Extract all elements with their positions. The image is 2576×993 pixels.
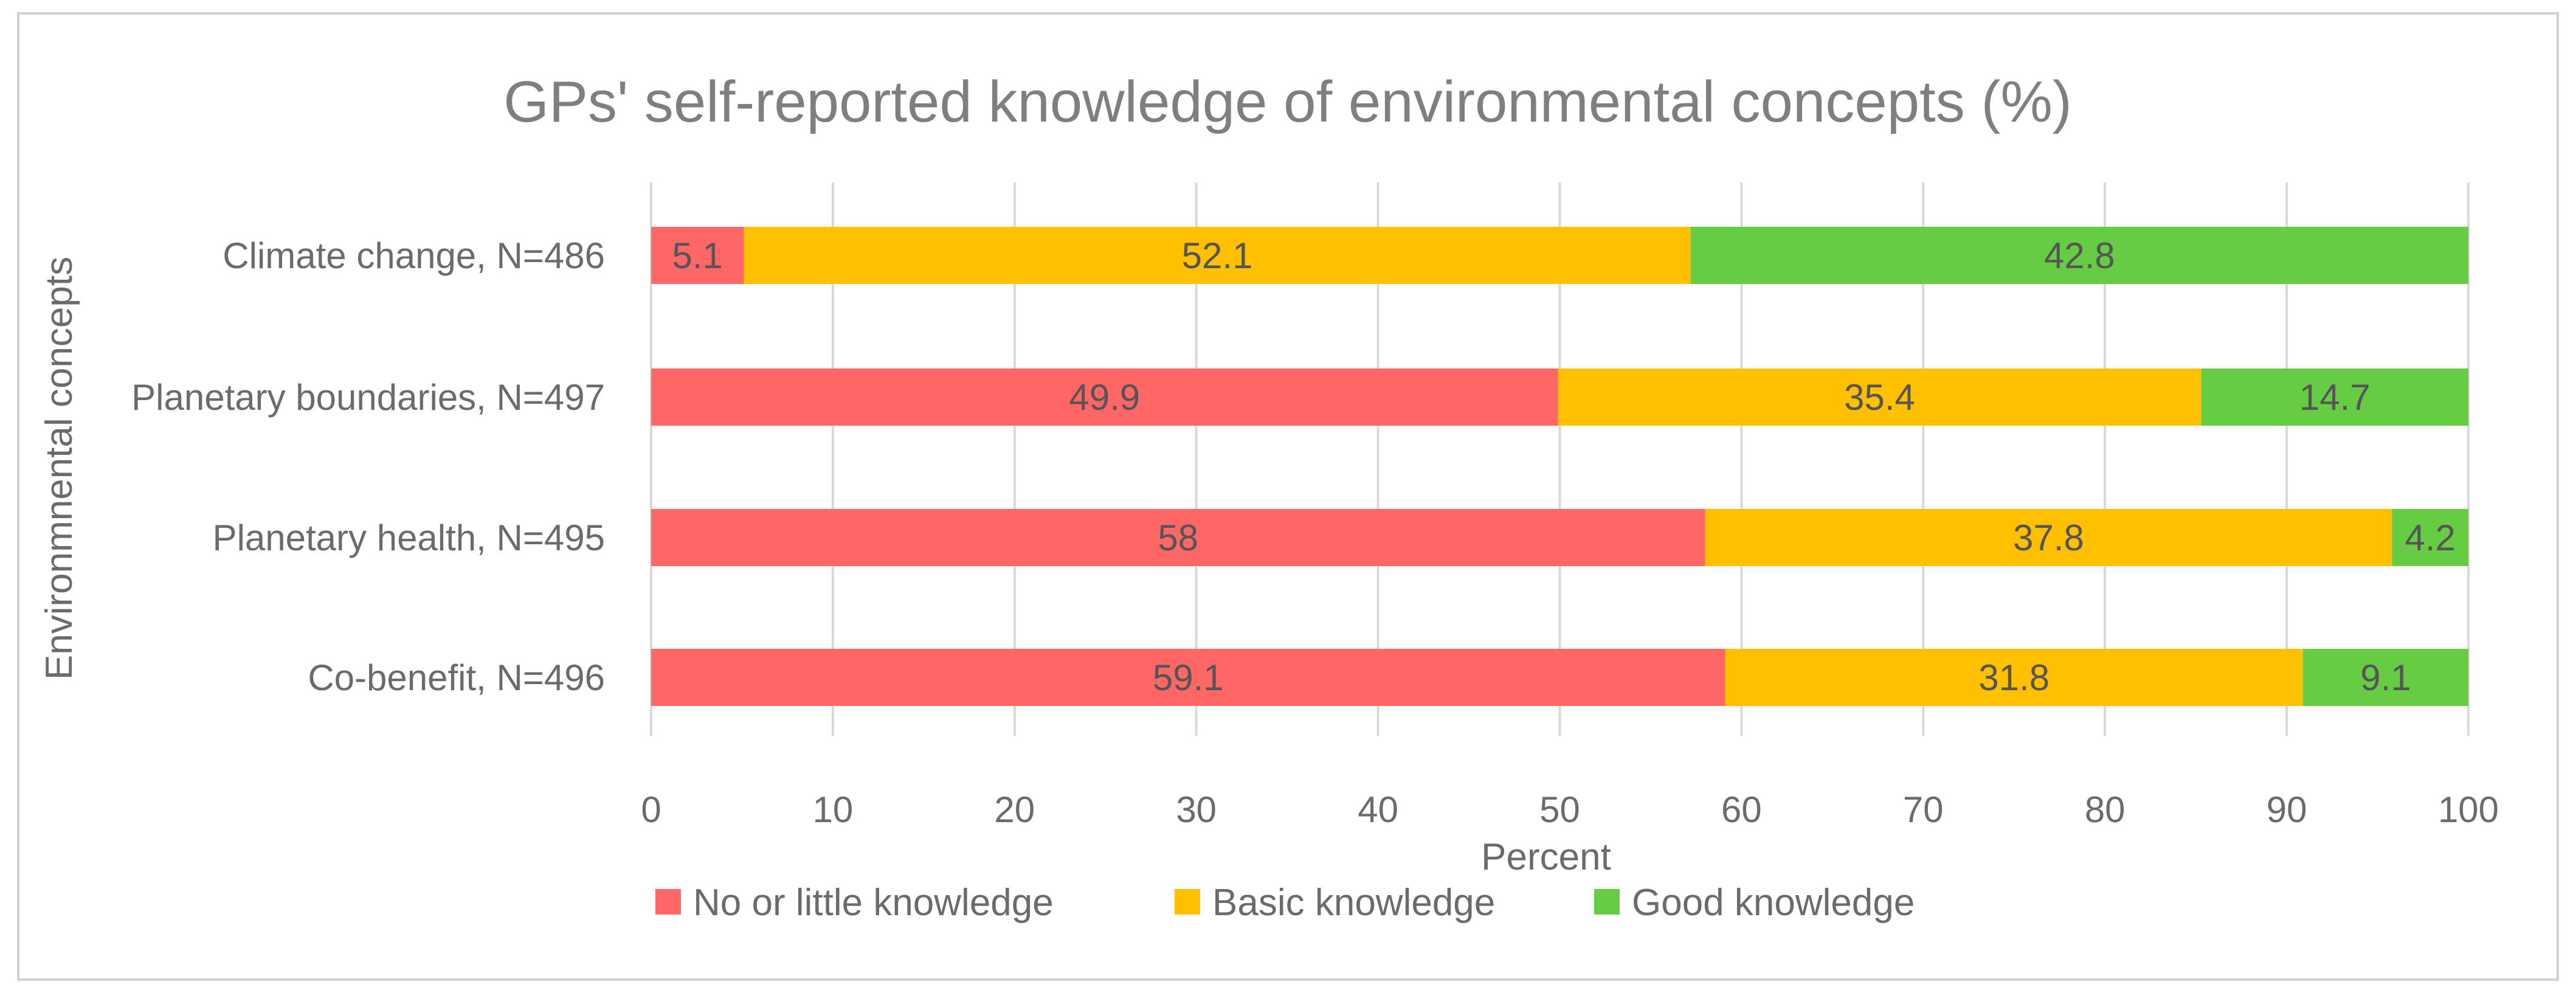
bar-2-1 <box>1705 509 2392 566</box>
data-label-1-1: 35.4 <box>1844 377 1915 418</box>
bar-3-0 <box>651 649 1725 706</box>
bar-2-2 <box>2392 509 2468 566</box>
x-tick-label-8: 80 <box>2085 789 2125 830</box>
data-label-2-2: 4.2 <box>2405 517 2456 558</box>
x-tick-label-2: 20 <box>994 789 1035 830</box>
legend-swatch-1 <box>1175 889 1200 915</box>
x-tick-label-6: 60 <box>1721 789 1762 830</box>
x-tick-label-1: 10 <box>813 789 854 830</box>
bar-3-1 <box>1725 649 2304 706</box>
bar-0-0 <box>651 227 744 284</box>
x-tick-labels: 0 10 20 30 40 50 60 70 80 90 100 <box>641 789 2499 830</box>
legend-label-0: No or little knowledge <box>693 882 1054 924</box>
x-tick-label-0: 0 <box>641 789 661 830</box>
data-labels: 5.1 52.1 42.8 49.9 35.4 14.7 58 37.8 4.2 59.1 31.8… <box>672 235 2456 698</box>
data-label-0-0: 5.1 <box>672 235 723 276</box>
data-label-2-1: 37.8 <box>2013 517 2084 558</box>
legend-swatch-0 <box>655 889 681 915</box>
category-label-2: Planetary health, N=495 <box>213 517 605 558</box>
legend-label-2: Good knowledge <box>1632 882 1915 924</box>
bar-1-2 <box>2201 368 2468 426</box>
bar-1-1 <box>1558 368 2201 426</box>
data-label-0-1: 52.1 <box>1182 235 1253 276</box>
legend-label-1: Basic knowledge <box>1212 882 1495 924</box>
legend-swatch-2 <box>1594 889 1620 915</box>
x-tick-label-4: 40 <box>1358 789 1398 830</box>
x-tick-label-3: 30 <box>1176 789 1217 830</box>
data-label-0-2: 42.8 <box>2044 235 2115 276</box>
data-label-3-0: 59.1 <box>1153 657 1224 698</box>
chart-title: GPs' self-reported knowledge of environm… <box>503 69 2072 134</box>
data-label-3-1: 31.8 <box>1978 657 2049 698</box>
data-label-1-2: 14.7 <box>2299 377 2371 418</box>
category-labels: Climate change, N=486 Planetary boundarie… <box>131 235 605 698</box>
chart-frame <box>17 12 2559 981</box>
bars <box>651 227 2468 706</box>
category-label-3: Co-benefit, N=496 <box>308 657 605 698</box>
y-axis-title: Environmnental concepts <box>38 257 80 680</box>
data-label-1-0: 49.9 <box>1069 377 1140 418</box>
legend: No or little knowledge Basic knowledge Goo… <box>655 882 1915 924</box>
data-label-3-2: 9.1 <box>2360 657 2411 698</box>
bar-3-2 <box>2303 649 2468 706</box>
bar-0-1 <box>744 227 1691 284</box>
category-label-0: Climate change, N=486 <box>223 235 605 276</box>
x-tick-label-9: 90 <box>2267 789 2307 830</box>
bar-1-0 <box>651 368 1558 426</box>
category-label-1: Planetary boundaries, N=497 <box>131 377 605 418</box>
x-axis-title: Percent <box>1481 836 1611 878</box>
x-tick-label-7: 70 <box>1903 789 1944 830</box>
data-label-2-0: 58 <box>1158 517 1198 558</box>
bar-0-2 <box>1690 227 2468 284</box>
x-tick-label-5: 50 <box>1539 789 1580 830</box>
bar-2-0 <box>651 509 1705 566</box>
x-tick-label-10: 100 <box>2438 789 2499 830</box>
